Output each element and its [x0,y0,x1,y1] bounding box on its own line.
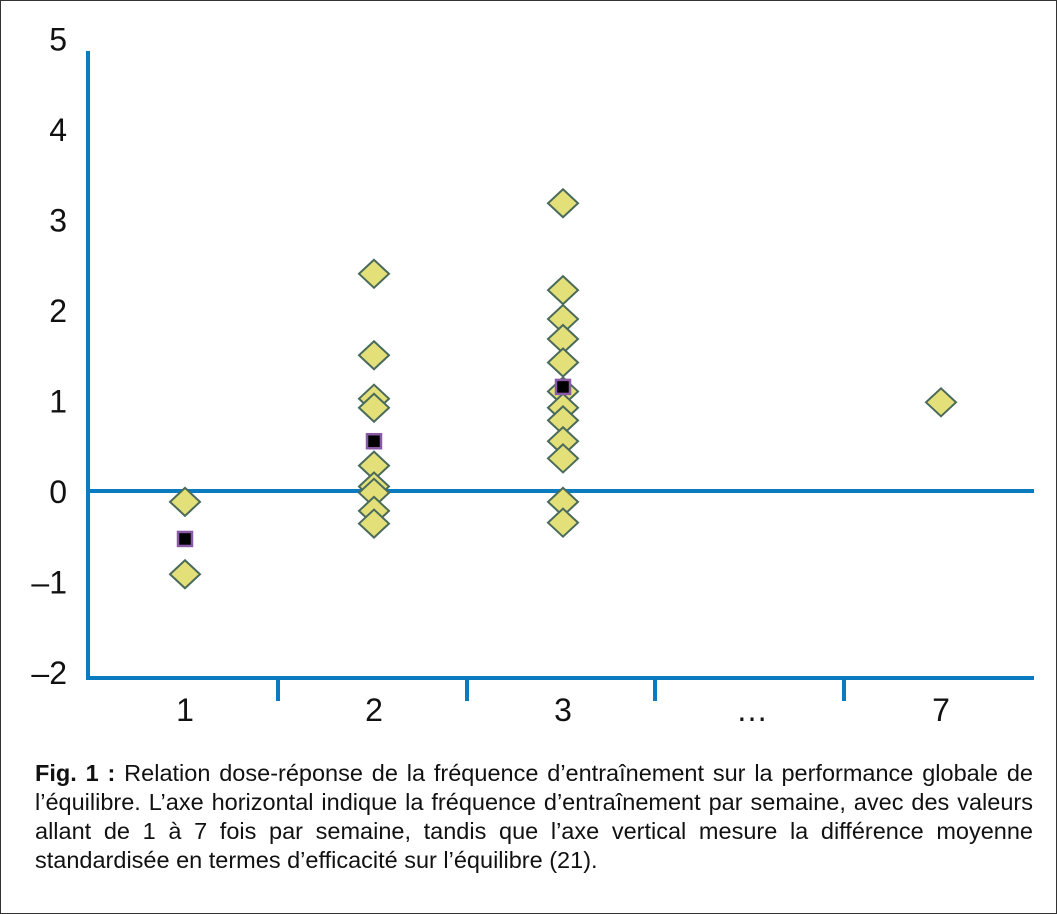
x-tick-label: 2 [365,692,383,728]
mean-point-square [554,378,572,396]
data-point-diamond [546,347,580,378]
data-point-diamond [168,558,202,590]
data-point-diamond [357,339,391,371]
y-tick-label: 4 [49,112,67,148]
y-tick-label: –1 [31,565,67,601]
caption-text: Relation dose-réponse de la fréquence d’… [35,760,1033,873]
data-point-diamond [546,274,580,306]
y-tick-label: 2 [49,293,67,329]
mean-point-square [365,432,383,450]
x-tick-label: … [736,692,768,728]
data-point-diamond [546,507,580,539]
data-point-diamond [924,386,958,418]
scatter-chart: 5 4 3 2 1 0 –1 –2 1 2 3 … 7 [31,22,1034,728]
mean-point-square [176,530,194,548]
data-point-diamond [357,508,391,539]
y-tick-label: 0 [49,474,67,510]
data-point-diamond [357,258,391,290]
figure-caption: Fig. 1 : Relation dose-réponse de la fré… [35,759,1033,875]
data-point-diamond [546,443,580,474]
y-tick-label: –2 [31,655,67,691]
x-tick-label: 3 [554,692,572,728]
caption-label: Fig. 1 : [35,760,116,786]
x-tick-label: 7 [932,692,950,728]
data-point-diamond [168,486,202,518]
data-point-diamond [357,392,391,424]
x-tick-label: 1 [176,692,194,728]
y-tick-label: 5 [49,22,67,58]
data-point-diamond [546,187,580,219]
y-tick-label: 3 [49,203,67,239]
y-tick-label: 1 [49,384,67,420]
